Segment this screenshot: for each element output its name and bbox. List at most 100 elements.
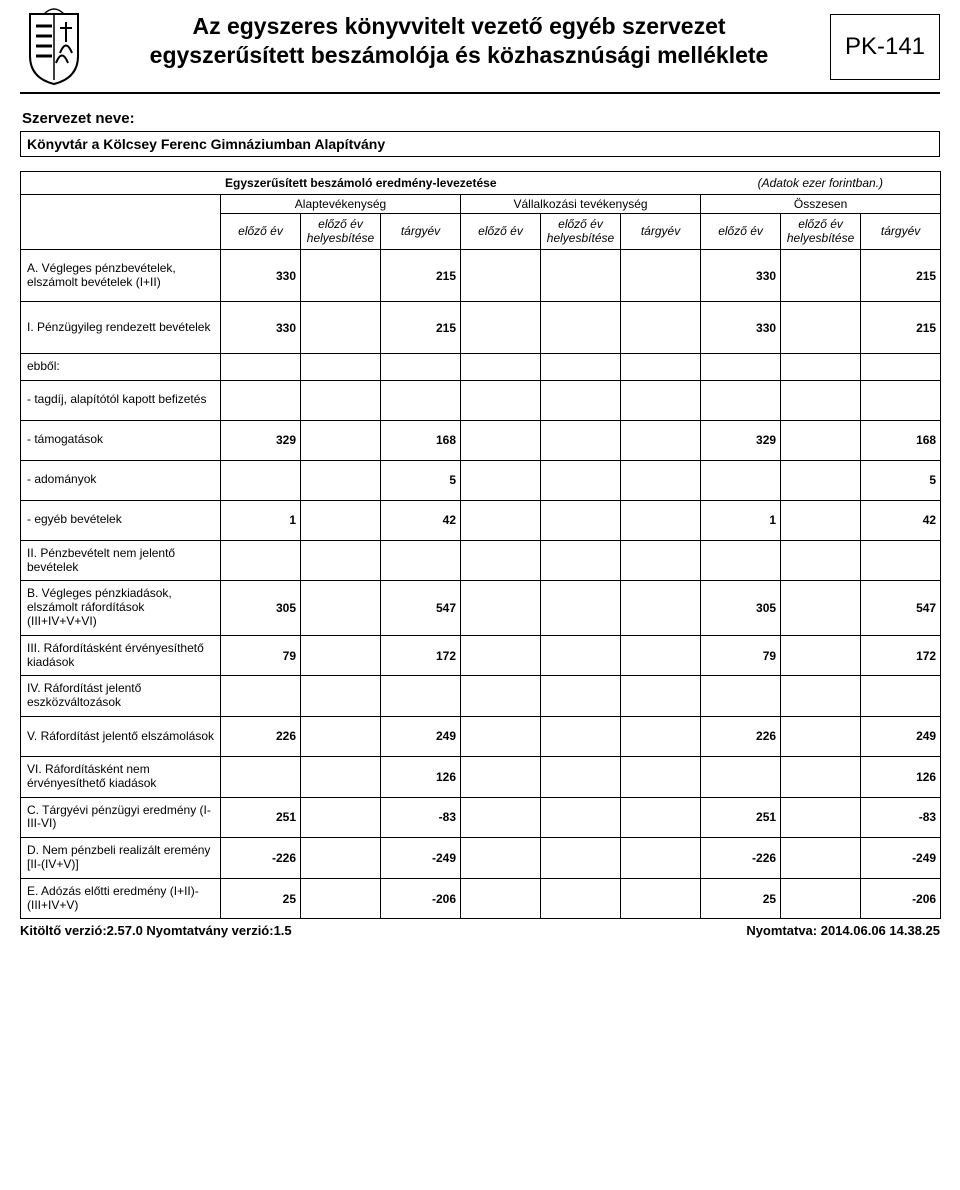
cell xyxy=(701,460,781,500)
cell: -249 xyxy=(861,838,941,879)
cell xyxy=(621,540,701,581)
cell xyxy=(781,354,861,381)
cell xyxy=(621,838,701,879)
row-label: - adományok xyxy=(21,460,221,500)
cell: 215 xyxy=(381,302,461,354)
row-label: A. Végleges pénzbevételek, elszámolt bev… xyxy=(21,250,221,302)
col-hdr: tárgyév xyxy=(381,214,461,250)
cell: 5 xyxy=(861,460,941,500)
cell: 329 xyxy=(701,420,781,460)
table-row: ebből: xyxy=(21,354,941,381)
cell xyxy=(781,540,861,581)
cell: -206 xyxy=(381,878,461,919)
cell xyxy=(461,460,541,500)
table-row: - egyéb bevételek 142 142 xyxy=(21,500,941,540)
cell xyxy=(301,500,381,540)
cell xyxy=(301,460,381,500)
cell xyxy=(861,540,941,581)
cell xyxy=(541,460,621,500)
cell xyxy=(461,716,541,756)
row-label: E. Adózás előtti eredmény (I+II)-(III+IV… xyxy=(21,878,221,919)
cell xyxy=(541,676,621,717)
cell xyxy=(701,756,781,797)
cell xyxy=(461,756,541,797)
row-label: - tagdíj, alapítótól kapott befizetés xyxy=(21,380,221,420)
cell xyxy=(781,716,861,756)
cell xyxy=(541,635,621,676)
cell: 215 xyxy=(381,250,461,302)
cell xyxy=(781,797,861,838)
col-hdr: előző év xyxy=(701,214,781,250)
table-row: B. Végleges pénzkiadások, elszámolt ráfo… xyxy=(21,581,941,635)
cell xyxy=(781,302,861,354)
cell: 42 xyxy=(861,500,941,540)
form-code: PK-141 xyxy=(830,14,940,80)
cell xyxy=(541,838,621,879)
row-label: ebből: xyxy=(21,354,221,381)
cell: 79 xyxy=(221,635,301,676)
cell: 330 xyxy=(701,250,781,302)
table-title: Egyszerűsített beszámoló eredmény-leveze… xyxy=(21,172,701,195)
table-row: - támogatások 329168 329168 xyxy=(21,420,941,460)
cell: 1 xyxy=(221,500,301,540)
table-row: I. Pénzügyileg rendezett bevételek 33021… xyxy=(21,302,941,354)
cell xyxy=(621,716,701,756)
row-label: II. Pénzbevételt nem jelentő bevételek xyxy=(21,540,221,581)
cell: -206 xyxy=(861,878,941,919)
cell xyxy=(861,676,941,717)
cell: 215 xyxy=(861,250,941,302)
table-row: E. Adózás előtti eredmény (I+II)-(III+IV… xyxy=(21,878,941,919)
cell xyxy=(781,635,861,676)
cell xyxy=(541,540,621,581)
table-row: III. Ráfordításként érvényesíthető kiadá… xyxy=(21,635,941,676)
cell xyxy=(781,460,861,500)
cell xyxy=(221,354,301,381)
cell xyxy=(381,354,461,381)
cell xyxy=(301,354,381,381)
cell xyxy=(381,676,461,717)
col-group-alap: Alaptevékenység xyxy=(221,195,461,214)
cell xyxy=(461,581,541,635)
row-label: - támogatások xyxy=(21,420,221,460)
table-row: V. Ráfordítást jelentő elszámolások 2262… xyxy=(21,716,941,756)
cell xyxy=(461,838,541,879)
cell: 172 xyxy=(861,635,941,676)
table-row: A. Végleges pénzbevételek, elszámolt bev… xyxy=(21,250,941,302)
org-name-label: Szervezet neve: xyxy=(22,110,940,127)
col-hdr: előző év xyxy=(461,214,541,250)
cell xyxy=(301,797,381,838)
footer-printed: Nyomtatva: 2014.06.06 14.38.25 xyxy=(746,923,940,938)
cell: -226 xyxy=(701,838,781,879)
table-row: - adományok 5 5 xyxy=(21,460,941,500)
cell xyxy=(461,302,541,354)
cell xyxy=(621,797,701,838)
cell: -249 xyxy=(381,838,461,879)
cell: 249 xyxy=(861,716,941,756)
results-table: Egyszerűsített beszámoló eredmény-leveze… xyxy=(20,171,941,919)
cell: 330 xyxy=(221,250,301,302)
row-label: VI. Ráfordításként nem érvényesíthető ki… xyxy=(21,756,221,797)
cell xyxy=(461,500,541,540)
col-hdr: előző év helyesbítése xyxy=(301,214,381,250)
cell: 25 xyxy=(221,878,301,919)
col-group-osszesen: Összesen xyxy=(701,195,941,214)
cell xyxy=(301,756,381,797)
cell: 330 xyxy=(701,302,781,354)
page-title: Az egyszeres könyvvitelt vezető egyéb sz… xyxy=(88,8,830,86)
page-footer: Kitöltő verzió:2.57.0 Nyomtatvány verzió… xyxy=(20,923,940,938)
cell: 330 xyxy=(221,302,301,354)
cell: 1 xyxy=(701,500,781,540)
cell xyxy=(461,380,541,420)
table-row: VI. Ráfordításként nem érvényesíthető ki… xyxy=(21,756,941,797)
cell: 547 xyxy=(861,581,941,635)
cell xyxy=(221,756,301,797)
row-label: D. Nem pénzbeli realizált eremény [II-(I… xyxy=(21,838,221,879)
cell xyxy=(541,354,621,381)
cell xyxy=(621,676,701,717)
cell xyxy=(701,354,781,381)
cell: 226 xyxy=(221,716,301,756)
cell xyxy=(701,676,781,717)
org-name-value: Könyvtár a Kölcsey Ferenc Gimnáziumban A… xyxy=(20,131,940,157)
cell xyxy=(781,500,861,540)
cell xyxy=(221,540,301,581)
